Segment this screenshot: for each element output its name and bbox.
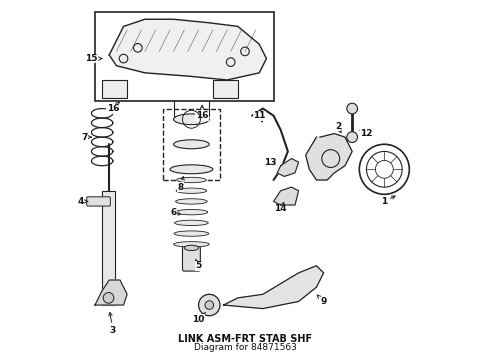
Text: 3: 3 [109, 312, 116, 334]
Text: 16: 16 [196, 105, 208, 120]
Text: 5: 5 [196, 260, 202, 270]
FancyBboxPatch shape [87, 197, 110, 206]
Ellipse shape [174, 231, 209, 236]
Circle shape [347, 103, 358, 114]
Ellipse shape [175, 199, 207, 204]
Polygon shape [223, 266, 323, 309]
Polygon shape [95, 280, 127, 305]
Ellipse shape [174, 220, 208, 226]
FancyBboxPatch shape [182, 246, 200, 271]
Ellipse shape [173, 140, 209, 149]
Text: 4: 4 [77, 197, 88, 206]
Text: 16: 16 [107, 102, 120, 113]
Text: 1: 1 [381, 196, 395, 206]
Polygon shape [306, 134, 352, 180]
Circle shape [347, 132, 358, 143]
Circle shape [205, 301, 214, 309]
Text: 12: 12 [360, 129, 373, 138]
Polygon shape [273, 187, 298, 205]
Ellipse shape [173, 114, 209, 125]
Text: 6: 6 [171, 208, 181, 217]
Text: 14: 14 [274, 202, 287, 213]
Text: 9: 9 [317, 295, 327, 306]
Ellipse shape [175, 210, 208, 215]
Text: 10: 10 [193, 312, 205, 324]
Polygon shape [277, 158, 298, 176]
Text: 2: 2 [335, 122, 341, 132]
FancyBboxPatch shape [102, 191, 115, 305]
Text: LINK ASM-FRT STAB SHF: LINK ASM-FRT STAB SHF [178, 334, 312, 344]
Circle shape [198, 294, 220, 316]
FancyBboxPatch shape [102, 80, 127, 98]
Text: Diagram for 84871563: Diagram for 84871563 [194, 343, 296, 352]
Ellipse shape [173, 242, 209, 247]
Text: 15: 15 [85, 54, 102, 63]
Ellipse shape [170, 165, 213, 174]
Text: 8: 8 [177, 177, 184, 192]
Circle shape [103, 293, 114, 303]
Text: 7: 7 [81, 132, 91, 141]
FancyBboxPatch shape [213, 80, 238, 98]
Polygon shape [109, 19, 267, 80]
Text: 11: 11 [253, 111, 266, 122]
Text: 13: 13 [264, 158, 277, 167]
Ellipse shape [184, 245, 198, 251]
Ellipse shape [176, 177, 206, 183]
Ellipse shape [176, 188, 207, 193]
